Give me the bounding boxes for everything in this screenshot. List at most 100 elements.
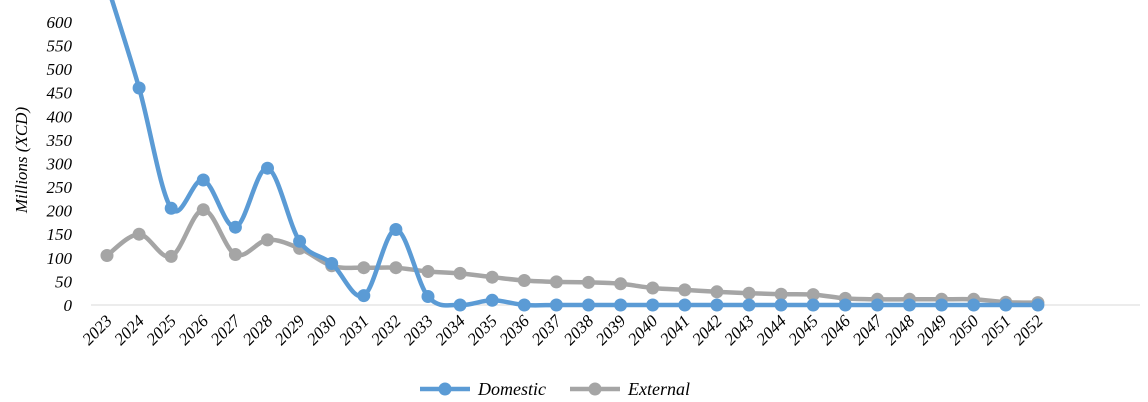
legend-item-external: External — [570, 379, 690, 399]
domestic-point — [614, 298, 628, 312]
domestic-point — [293, 234, 307, 248]
external-point — [517, 274, 531, 287]
domestic-point — [357, 289, 371, 303]
x-tick-label: 2048 — [881, 311, 919, 349]
domestic-point — [132, 81, 146, 95]
x-tick-label: 2043 — [720, 311, 757, 348]
external-point — [357, 261, 371, 275]
x-tick-label: 2031 — [335, 311, 372, 348]
x-tick-label: 2024 — [110, 311, 148, 349]
external-point — [485, 270, 499, 284]
x-tick-label: 2052 — [1009, 311, 1047, 349]
y-tick-label: 250 — [47, 178, 73, 197]
x-tick-label: 2035 — [464, 311, 501, 348]
domestic-point — [838, 298, 852, 312]
domestic-point — [549, 298, 563, 312]
external-line — [104, 207, 1041, 305]
y-tick-label: 300 — [46, 154, 73, 173]
x-tick-label: 2032 — [367, 311, 405, 349]
x-tick-label: 2023 — [78, 311, 115, 348]
domestic-point — [421, 290, 435, 303]
domestic-line — [109, 0, 1041, 308]
y-tick-label: 0 — [64, 296, 73, 315]
external-point — [710, 285, 724, 299]
x-tick-label: 2051 — [977, 311, 1014, 348]
external-point — [100, 249, 114, 262]
domestic-point — [774, 298, 788, 312]
x-tick-label: 2036 — [496, 311, 534, 349]
domestic-point — [678, 298, 692, 312]
series-domestic — [109, 0, 1045, 312]
x-tick-label: 2033 — [399, 311, 436, 348]
domestic-point — [453, 298, 467, 312]
domestic-point — [806, 298, 820, 312]
external-point — [774, 287, 788, 301]
x-tick-label: 2030 — [303, 311, 341, 349]
x-tick-label: 2039 — [592, 311, 630, 349]
x-tick-label: 2037 — [528, 310, 567, 349]
legend-swatch-marker — [588, 382, 602, 396]
domestic-point — [164, 201, 178, 215]
x-tick-label: 2028 — [239, 311, 277, 349]
external-point — [421, 265, 435, 278]
external-point — [164, 249, 178, 263]
y-tick-label: 50 — [55, 272, 73, 291]
external-point — [646, 281, 660, 295]
series-lines — [100, 0, 1045, 312]
external-point — [453, 266, 467, 280]
y-tick-label: 400 — [47, 107, 73, 126]
legend: Domestic External — [420, 379, 690, 399]
domestic-point — [389, 223, 403, 236]
x-axis: 2023202420252026202720282029203020312032… — [78, 304, 1140, 349]
domestic-point — [710, 298, 724, 312]
domestic-point — [935, 298, 949, 312]
y-axis-title: Millions (XCD) — [12, 107, 31, 215]
y-axis: 0 50 100 150 200 250 300 350 400 450 500 550 600 — [46, 13, 73, 315]
external-point — [678, 283, 692, 297]
y-tick-label: 450 — [47, 84, 73, 103]
y-tick-label: 500 — [47, 60, 73, 79]
external-point — [132, 227, 146, 241]
domestic-point — [325, 257, 339, 270]
x-tick-label: 2047 — [849, 310, 888, 349]
domestic-point — [485, 293, 499, 307]
x-tick-label: 2050 — [945, 311, 983, 349]
x-tick-label: 2027 — [207, 310, 246, 349]
external-point — [549, 275, 563, 289]
domestic-point — [967, 298, 981, 312]
legend-swatch-marker — [438, 382, 452, 396]
external-point — [806, 288, 820, 302]
x-tick-label: 2034 — [431, 311, 469, 349]
external-point — [261, 233, 274, 247]
x-tick-label: 2026 — [175, 311, 213, 349]
x-tick-label: 2044 — [752, 311, 790, 349]
domestic-point — [228, 220, 242, 234]
x-tick-label: 2041 — [656, 311, 693, 348]
y-tick-label: 600 — [47, 13, 73, 32]
y-tick-label: 100 — [47, 249, 73, 268]
x-tick-label: 2045 — [785, 311, 822, 348]
domestic-point — [1031, 298, 1045, 312]
legend-label: External — [627, 379, 690, 399]
x-tick-label: 2029 — [271, 311, 309, 349]
external-point — [196, 203, 210, 217]
external-point — [582, 275, 595, 289]
domestic-point — [903, 298, 916, 312]
x-tick-label: 2040 — [624, 311, 662, 349]
domestic-point — [517, 298, 531, 312]
external-point — [742, 286, 756, 300]
legend-label: Domestic — [477, 379, 546, 399]
y-tick-label: 550 — [47, 37, 73, 56]
domestic-point — [261, 161, 274, 175]
y-tick-label: 150 — [47, 225, 73, 244]
y-tick-label: 200 — [47, 202, 73, 221]
domestic-point — [196, 173, 210, 187]
domestic-point — [646, 298, 660, 312]
external-point — [228, 248, 242, 261]
domestic-point — [870, 298, 884, 312]
x-tick-label: 2049 — [913, 311, 951, 349]
x-tick-label: 2038 — [560, 311, 598, 349]
x-tick-label: 2025 — [143, 311, 180, 348]
domestic-point — [999, 298, 1013, 312]
